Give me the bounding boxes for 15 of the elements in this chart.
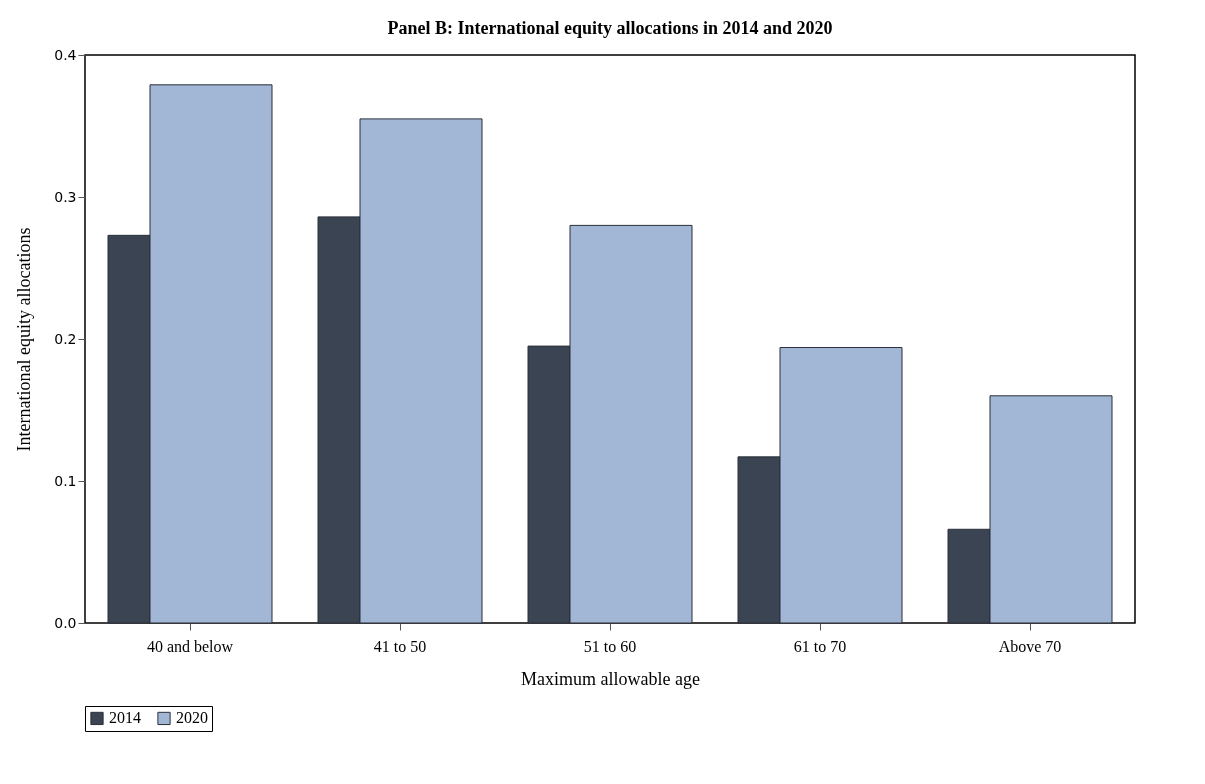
- x-tick-label: 41 to 50: [373, 637, 427, 655]
- y-tick-label: 0.1: [54, 472, 77, 489]
- x-tick-label: Above 70: [998, 637, 1062, 655]
- chart-title: Panel B: International equity allocations in 2014 and 2020: [387, 18, 833, 38]
- x-tick-label: 61 to 70: [793, 637, 847, 655]
- y-tick-label: 0.2: [54, 330, 77, 347]
- x-tick-label: 40 and below: [146, 637, 234, 655]
- y-tick-label: 0.0: [54, 614, 77, 631]
- legend-label: 2014: [109, 709, 141, 727]
- y-tick-label: 0.4: [54, 46, 77, 63]
- x-tick-label: 51 to 60: [583, 637, 637, 655]
- legend-label: 2020: [176, 709, 208, 727]
- x-axis-title: Maximum allowable age: [521, 668, 700, 689]
- y-tick-label: 0.3: [54, 188, 77, 205]
- y-axis-title: International equity allocations: [14, 227, 35, 452]
